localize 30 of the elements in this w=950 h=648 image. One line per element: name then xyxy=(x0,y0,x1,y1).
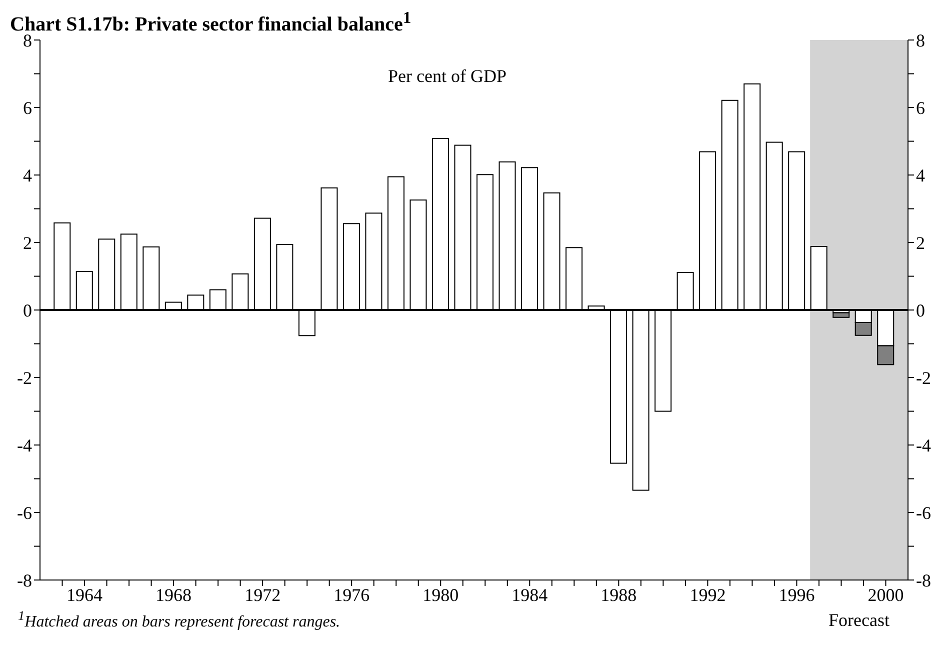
y-tick-label: -8 xyxy=(17,570,32,590)
x-tick-label: 1988 xyxy=(600,584,637,605)
text: $^{1}$Hatched areas on bars represent forecast ranges. xyxy=(18,608,340,632)
y2-tick-label: -6 xyxy=(916,502,931,523)
y2-tick-label: -4 xyxy=(916,435,931,456)
x-tick-label: 2000 xyxy=(868,584,904,605)
x-tick-label: 1976 xyxy=(334,584,370,605)
y-tick-label: 4 xyxy=(23,165,32,186)
y2-tick-label: 8 xyxy=(916,30,925,50)
x-tick-label: 1996 xyxy=(778,584,815,605)
y-tick-label: 2 xyxy=(23,232,32,253)
y-tick-label: -4 xyxy=(17,435,32,456)
y-tick-label: 6 xyxy=(23,98,32,118)
y-tick-label: -2 xyxy=(17,368,32,388)
x-tick-label: 1972 xyxy=(244,584,281,605)
band-label: Forecast xyxy=(828,610,890,630)
y2-tick-label: 0 xyxy=(916,300,925,320)
y2-tick-label: 2 xyxy=(916,232,925,253)
x-tick-label: 1984 xyxy=(512,584,548,605)
y2-tick-label: 4 xyxy=(916,165,925,186)
y2-tick-label: 6 xyxy=(916,98,925,118)
x-tick-label: 1980 xyxy=(422,584,459,605)
x-tick-label: 1992 xyxy=(690,584,726,605)
y2-tick-label: -8 xyxy=(916,570,931,590)
annotation: Per cent of GDP xyxy=(388,66,506,87)
y2-tick-label: -2 xyxy=(916,368,931,388)
x-tick-label: 1968 xyxy=(156,584,192,605)
y-tick-label: 0 xyxy=(23,300,32,320)
y-tick-label: -6 xyxy=(17,502,32,523)
x-tick-label: 1964 xyxy=(66,584,103,605)
